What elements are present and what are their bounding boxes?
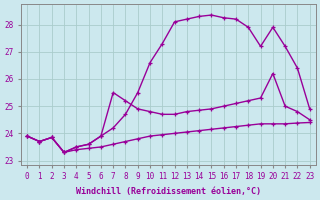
X-axis label: Windchill (Refroidissement éolien,°C): Windchill (Refroidissement éolien,°C): [76, 187, 261, 196]
